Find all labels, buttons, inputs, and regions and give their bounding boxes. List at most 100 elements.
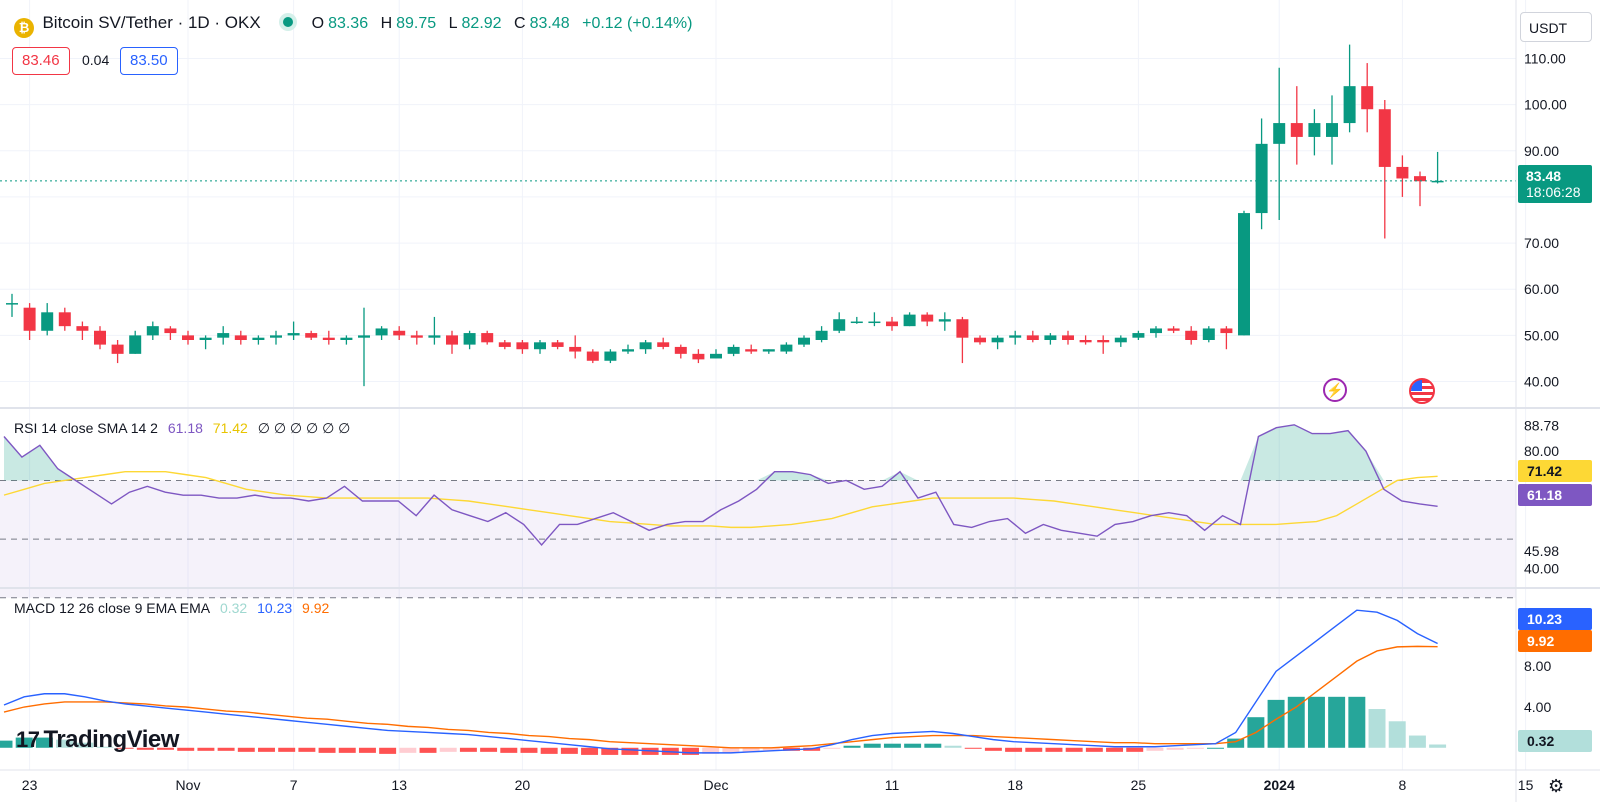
rsi-legend: RSI 14 close SMA 14 2 61.18 71.42 ∅ ∅ ∅ … (14, 420, 356, 437)
x-tick-label: 23 (22, 777, 38, 793)
lightning-event-icon[interactable]: ⚡ (1323, 378, 1347, 402)
symbol-logo-icon: ₿ (14, 18, 34, 38)
macd-histogram-bar (722, 747, 740, 753)
macd-tick-label: 4.00 (1524, 699, 1551, 715)
price-tick-label: 110.00 (1524, 50, 1566, 66)
candle-body (252, 337, 265, 340)
macd-histogram-bar (964, 747, 982, 749)
x-tick-label: Dec (704, 777, 729, 793)
macd-histogram-bar (157, 747, 175, 750)
gear-icon[interactable]: ⚙ (1548, 776, 1565, 796)
macd-histogram-bar (399, 747, 417, 753)
rsi-value: 61.18 (167, 420, 203, 436)
macd-histogram-bar (1166, 747, 1184, 750)
bar-countdown: 18:06:28 (1526, 184, 1581, 200)
price-tick-label: 60.00 (1524, 281, 1559, 297)
candle-body (710, 353, 722, 359)
candle-body (393, 330, 406, 336)
macd-histogram-bar (0, 740, 13, 748)
candle-body (745, 349, 758, 352)
tradingview-logo-icon: 17 (16, 727, 40, 752)
macd-histogram-bar (1005, 747, 1023, 752)
candle-body (146, 326, 159, 336)
candle-body (551, 342, 564, 347)
rsi-band (0, 424, 1516, 599)
macd-histogram-bar (843, 745, 861, 748)
macd-histogram-bar (1368, 709, 1386, 748)
candle-body (903, 314, 916, 327)
candle-body (182, 335, 194, 340)
us-flag-event-icon[interactable] (1409, 378, 1435, 404)
ohlc-label: H (380, 15, 393, 32)
candle-body (1132, 333, 1145, 338)
macd-signal-value: 9.92 (302, 600, 330, 616)
ohlc-label: C (514, 15, 526, 32)
macd-histogram-bar (1227, 738, 1245, 748)
rsi-tag: 61.18 (1518, 484, 1592, 506)
candle-body (780, 344, 793, 352)
candle-body (833, 319, 846, 331)
candle-body (1220, 328, 1233, 334)
macd-histogram-bar (136, 747, 154, 750)
rsi-tick-label: 45.98 (1524, 543, 1559, 559)
macd-hist-value: 0.32 (219, 600, 248, 616)
ohlc-low: L 82.92 (449, 15, 506, 32)
macd-histogram-bar (984, 747, 1002, 751)
ohlc-value: 89.75 (396, 15, 437, 32)
ohlc-values: O 83.36 H 89.75 L 82.92 C 83.48 +0.12 (+0.14… (312, 15, 697, 32)
symbol-title[interactable]: Bitcoin SV/Tether · 1D · OKX (42, 13, 261, 32)
macd-histogram-bar (1126, 747, 1144, 752)
sell-price-button[interactable]: 83.46 (12, 47, 70, 75)
ohlc-value: 83.48 (529, 15, 570, 32)
candle-body (340, 337, 353, 340)
ohlc-close: C 83.48 (514, 15, 574, 32)
watermark-text: TradingView (43, 726, 179, 753)
candle-body (287, 333, 300, 336)
buy-price-button[interactable]: 83.50 (120, 47, 178, 75)
currency-label: USDT (1529, 20, 1568, 36)
macd-histogram-bar (177, 747, 195, 751)
macd-plot (0, 609, 1447, 755)
macd-histogram-bar (601, 747, 619, 755)
candle-body (1044, 335, 1057, 340)
macd-histogram-bar (217, 747, 235, 751)
macd-histogram-bar (823, 747, 841, 749)
macd-tick-label: 8.00 (1524, 658, 1551, 674)
candle-body (762, 349, 775, 352)
candle-body (692, 353, 705, 360)
macd-histogram-bar (500, 747, 518, 753)
candle-body (815, 330, 828, 340)
x-tick-label: 13 (391, 777, 407, 793)
rsi-sma-value: 71.42 (212, 420, 248, 436)
candle-body (58, 312, 71, 327)
currency-selector[interactable]: USDT (1520, 12, 1592, 42)
candle-body (1238, 213, 1250, 336)
macd-label[interactable]: MACD 12 26 close 9 EMA EMA (14, 600, 211, 616)
rsi-sma-line (3, 470, 1438, 529)
candle-body (798, 337, 810, 345)
macd-histogram-bar (1186, 747, 1204, 749)
candle-body (516, 342, 529, 350)
macd-histogram-bar (358, 747, 376, 753)
rsi-label[interactable]: RSI 14 close SMA 14 2 (14, 420, 158, 436)
candle-body (586, 351, 599, 361)
x-tick-label: Nov (176, 777, 201, 793)
candle-body (1326, 123, 1338, 137)
macd-histogram-bar (520, 747, 538, 753)
grid-lines (0, 0, 1527, 770)
macd-histogram-bar (379, 747, 397, 754)
x-tick-label: 15 (1518, 777, 1534, 793)
ohlc-value: 82.92 (461, 15, 502, 32)
macd-histogram-bar (904, 743, 922, 748)
macd-histogram-bar (682, 747, 699, 755)
candle-body (358, 335, 370, 338)
candle-body (94, 330, 106, 345)
candle-body (410, 335, 423, 338)
tradingview-watermark: 17 TradingView (16, 726, 179, 754)
macd-histogram-bar (338, 747, 356, 753)
ohlc-label: L (448, 15, 458, 32)
macd-histogram-bar (258, 747, 275, 752)
macd-histogram-bar (1025, 747, 1043, 752)
candle-body (1273, 123, 1286, 144)
